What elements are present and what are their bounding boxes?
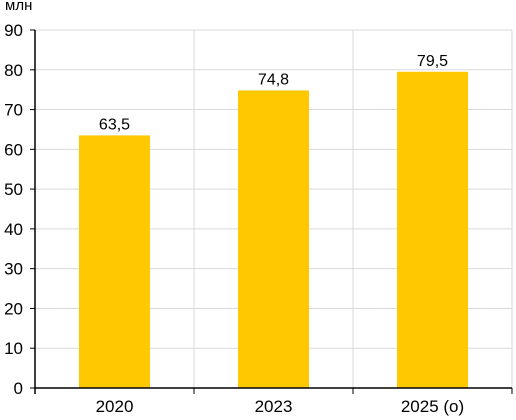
bar xyxy=(238,90,309,388)
x-tick-label: 2025 (о) xyxy=(401,397,464,416)
x-tick-labels: 2020 2023 2025 (о) xyxy=(96,397,465,416)
y-axis-unit-label: млн xyxy=(5,0,32,14)
y-tick-label: 10 xyxy=(4,339,23,358)
y-tick-label: 40 xyxy=(4,220,23,239)
data-labels: 63,5 74,8 79,5 xyxy=(99,53,448,134)
x-tick-label: 2020 xyxy=(96,397,134,416)
data-label: 79,5 xyxy=(417,53,448,70)
data-label: 74,8 xyxy=(258,71,289,88)
y-tick-label: 90 xyxy=(4,21,23,40)
x-tick-label: 2023 xyxy=(255,397,293,416)
y-tick-label: 0 xyxy=(14,379,23,398)
bar xyxy=(397,71,468,389)
bars xyxy=(79,71,468,389)
y-tick-label: 70 xyxy=(4,101,23,120)
y-tick-labels: 0 10 20 30 40 50 60 70 80 90 xyxy=(4,21,23,398)
y-tick-label: 30 xyxy=(4,260,23,279)
axes xyxy=(30,29,513,394)
y-tick-label: 20 xyxy=(4,299,23,318)
data-label: 63,5 xyxy=(99,116,130,133)
y-tick-label: 50 xyxy=(4,180,23,199)
y-tick-label: 80 xyxy=(4,61,23,80)
y-tick-label: 60 xyxy=(4,140,23,159)
bar xyxy=(79,135,150,388)
